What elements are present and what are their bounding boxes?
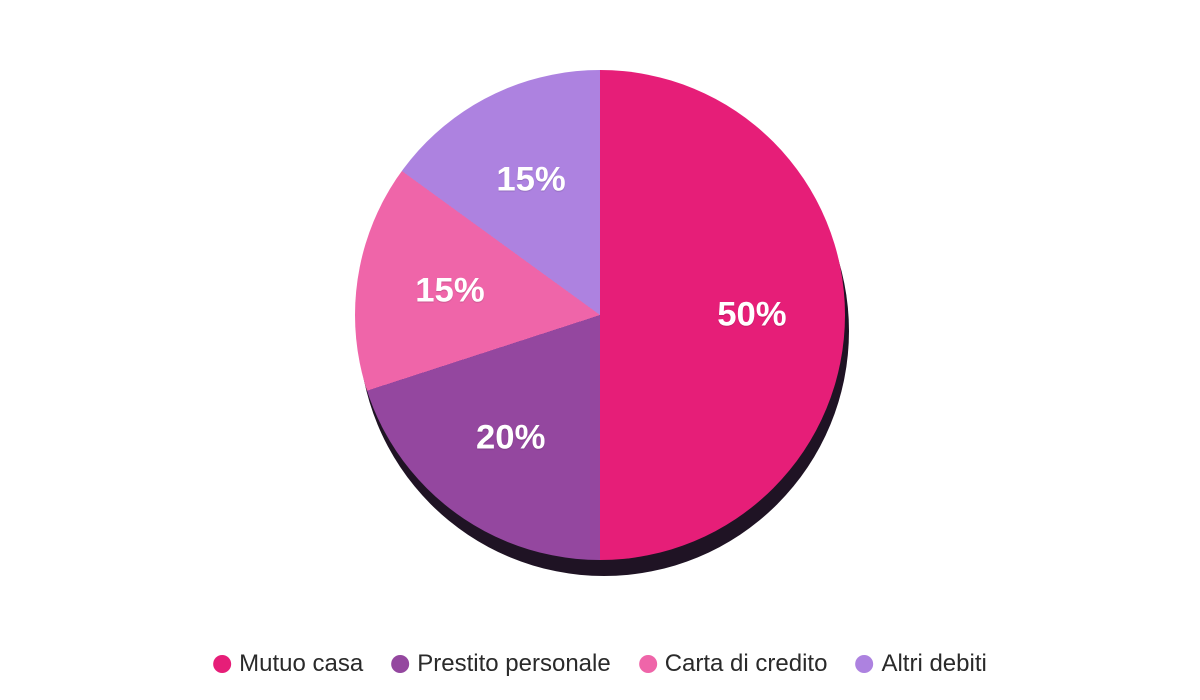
legend: Mutuo casa Prestito personale Carta di cre… xyxy=(213,650,987,678)
legend-item: Prestito personale xyxy=(391,650,610,678)
legend-label: Mutuo casa xyxy=(239,650,363,678)
legend-swatch xyxy=(639,655,657,673)
pie-chart: 50% 20% 15% 15% xyxy=(355,70,845,560)
legend-label: Altri debiti xyxy=(881,650,986,678)
slice-label: 50% xyxy=(717,296,786,335)
legend-label: Carta di credito xyxy=(665,650,828,678)
slice-label: 15% xyxy=(496,160,565,199)
legend-swatch xyxy=(855,655,873,673)
legend-swatch xyxy=(213,655,231,673)
legend-label: Prestito personale xyxy=(417,650,610,678)
legend-item: Altri debiti xyxy=(855,650,986,678)
slice-label: 15% xyxy=(415,272,484,311)
slice-label: 20% xyxy=(476,418,545,457)
legend-item: Mutuo casa xyxy=(213,650,363,678)
legend-swatch xyxy=(391,655,409,673)
chart-stage: 50% 20% 15% 15% Mutuo casa Prestito personal… xyxy=(0,0,1200,700)
legend-item: Carta di credito xyxy=(639,650,828,678)
